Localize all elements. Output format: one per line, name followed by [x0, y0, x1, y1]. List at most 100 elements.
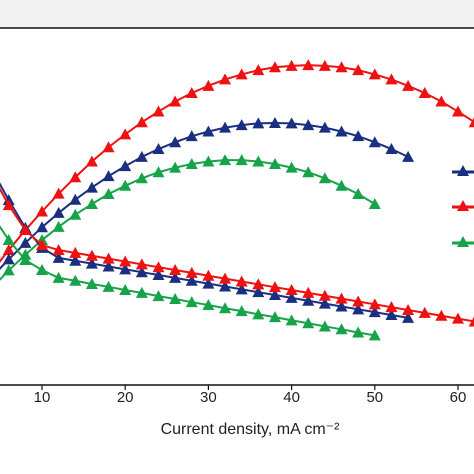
marker: [169, 95, 182, 107]
marker: [418, 86, 431, 98]
marker: [152, 166, 165, 178]
marker: [352, 130, 365, 142]
marker: [252, 155, 265, 167]
marker: [235, 283, 248, 295]
marker: [318, 121, 331, 133]
x-tick-label: 20: [117, 389, 134, 406]
marker: [435, 309, 448, 321]
marker: [119, 160, 132, 172]
marker: [285, 314, 298, 326]
marker: [102, 141, 115, 153]
marker: [219, 272, 232, 284]
marker: [52, 271, 65, 283]
marker: [152, 143, 165, 155]
marker: [318, 320, 331, 332]
marker: [2, 234, 15, 246]
marker: [368, 198, 381, 210]
marker: [85, 257, 98, 269]
marker: [402, 304, 415, 316]
marker: [235, 68, 248, 80]
marker: [252, 64, 265, 76]
marker: [119, 284, 132, 296]
marker: [252, 286, 265, 298]
marker: [169, 292, 182, 304]
marker: [19, 254, 32, 266]
marker: [252, 117, 265, 129]
x-tick-label: 30: [200, 389, 217, 406]
marker: [235, 275, 248, 287]
marker: [452, 312, 464, 324]
marker: [19, 236, 32, 248]
marker: [468, 316, 474, 327]
marker: [135, 172, 148, 184]
marker: [285, 161, 298, 173]
marker: [235, 119, 248, 131]
marker: [385, 301, 398, 313]
x-tick-label: 50: [366, 389, 383, 406]
marker: [252, 278, 265, 290]
marker: [102, 170, 115, 182]
marker: [2, 244, 15, 256]
marker: [185, 296, 198, 308]
marker: [318, 289, 331, 301]
legend-marker: [457, 200, 469, 211]
marker: [219, 121, 232, 133]
marker: [69, 274, 82, 286]
marker: [335, 179, 348, 191]
marker: [318, 172, 331, 184]
marker: [36, 221, 48, 233]
marker: [2, 199, 15, 211]
marker: [418, 306, 431, 318]
marker: [152, 290, 165, 302]
marker: [352, 295, 365, 307]
legend: [452, 165, 474, 247]
marker: [69, 193, 82, 205]
marker: [402, 150, 415, 162]
marker: [36, 205, 48, 217]
plot-area: [0, 59, 474, 341]
marker: [302, 59, 315, 71]
marker: [119, 263, 132, 275]
legend-marker: [457, 165, 469, 176]
marker: [268, 61, 281, 73]
marker: [185, 158, 198, 170]
marker: [135, 116, 148, 128]
marker: [385, 309, 398, 321]
marker: [202, 155, 215, 167]
marker: [352, 64, 365, 76]
marker: [69, 171, 82, 183]
marker: [102, 188, 115, 200]
marker: [235, 305, 248, 317]
marker: [85, 155, 98, 167]
marker: [102, 280, 115, 292]
marker: [268, 158, 281, 170]
marker: [169, 271, 182, 283]
marker: [368, 329, 381, 341]
marker: [169, 161, 182, 173]
marker: [235, 154, 248, 166]
marker: [19, 224, 32, 236]
marker: [285, 291, 298, 303]
marker: [352, 326, 365, 338]
marker: [335, 292, 348, 304]
marker: [335, 125, 348, 137]
marker: [285, 117, 298, 129]
marker: [85, 249, 98, 261]
marker: [368, 298, 381, 310]
marker: [219, 280, 232, 292]
marker: [2, 253, 15, 265]
marker: [2, 264, 15, 276]
marker: [52, 220, 65, 232]
marker: [402, 79, 415, 91]
marker: [85, 181, 98, 193]
marker: [435, 95, 448, 107]
marker: [135, 266, 148, 278]
marker: [52, 251, 65, 263]
marker: [252, 308, 265, 320]
marker: [302, 294, 315, 306]
marker: [135, 150, 148, 162]
x-tick-label: 60: [450, 389, 467, 406]
marker: [302, 166, 315, 178]
marker: [335, 300, 348, 312]
